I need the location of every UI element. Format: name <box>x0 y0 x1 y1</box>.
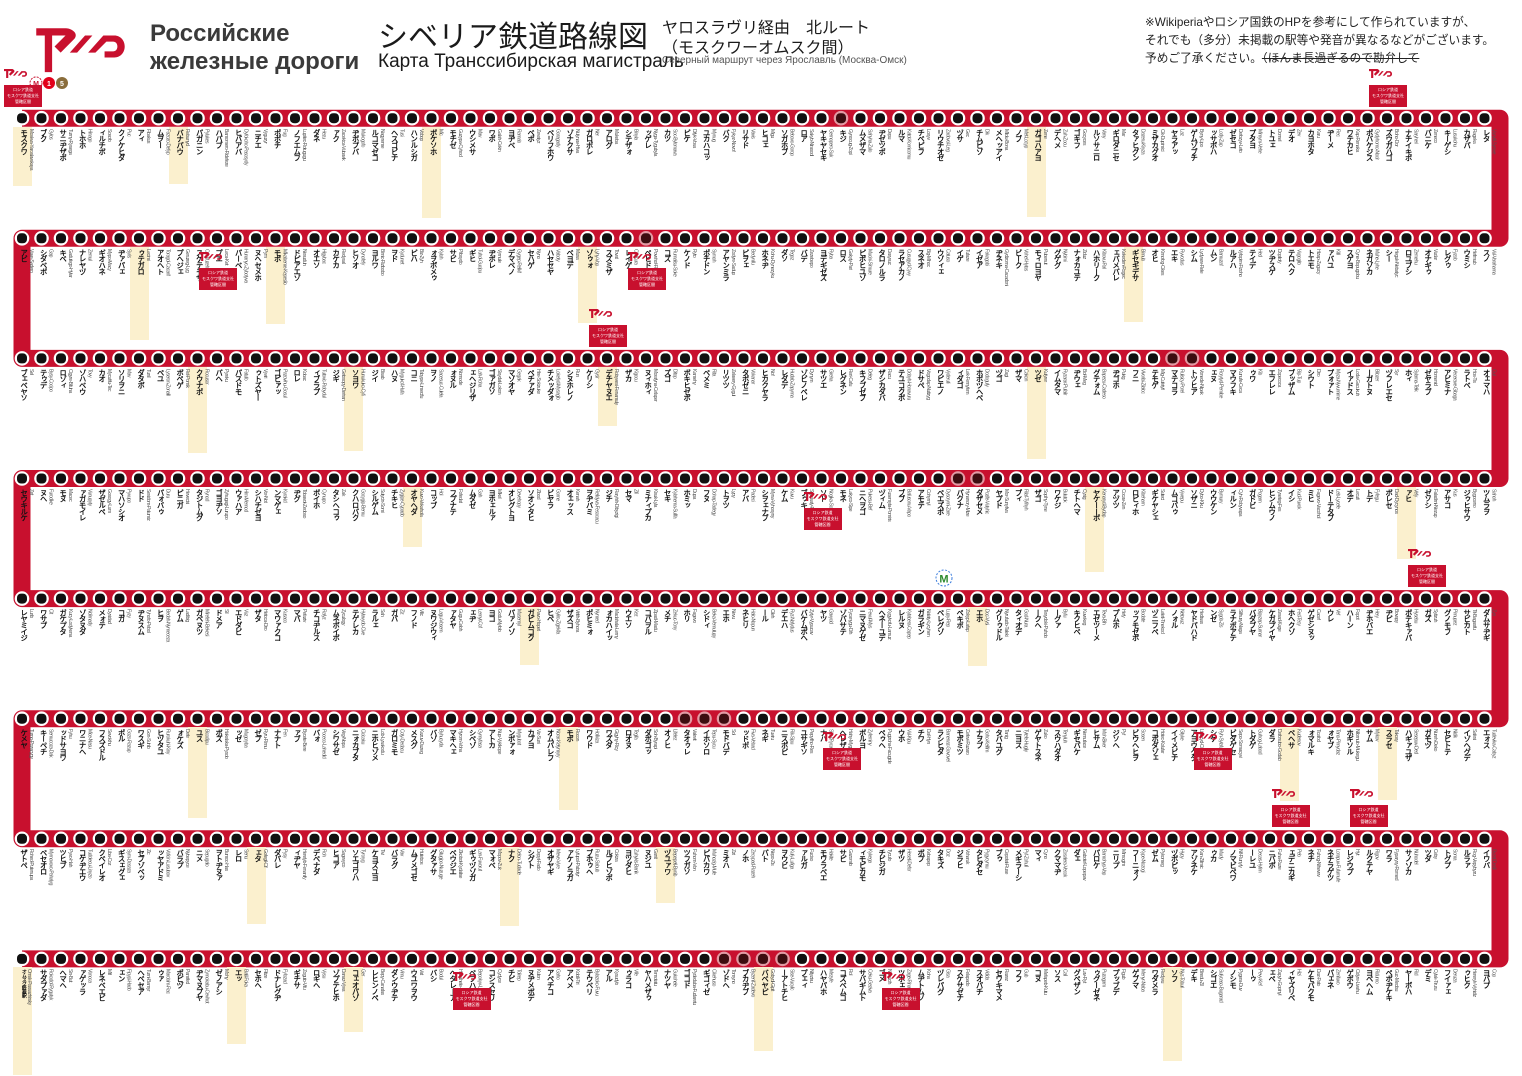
svg-text:M: M <box>939 574 948 586</box>
svg-text:M: M <box>33 81 39 88</box>
svg-text:1: 1 <box>47 81 51 88</box>
svg-text:5: 5 <box>60 81 64 88</box>
